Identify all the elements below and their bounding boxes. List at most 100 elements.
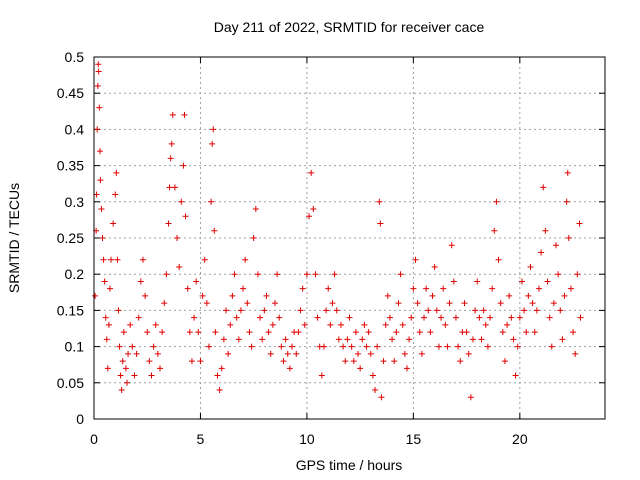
data-point — [564, 169, 571, 176]
data-point — [576, 220, 583, 227]
data-point — [421, 314, 428, 321]
data-point — [137, 278, 144, 285]
data-point — [380, 358, 387, 365]
data-point — [227, 321, 234, 328]
data-point — [346, 314, 353, 321]
data-point — [487, 314, 494, 321]
data-point — [278, 343, 285, 350]
data-point — [397, 271, 404, 278]
data-point — [169, 111, 176, 118]
data-point — [433, 307, 440, 314]
data-point — [493, 198, 500, 205]
data-point — [359, 336, 366, 343]
data-point — [510, 336, 517, 343]
data-point — [523, 329, 530, 336]
data-point — [229, 292, 236, 299]
data-point — [280, 358, 287, 365]
data-point — [248, 343, 255, 350]
data-point — [110, 220, 117, 227]
data-point — [467, 394, 474, 401]
data-point — [295, 329, 302, 336]
data-point — [199, 292, 206, 299]
y-tick-label: 0.2 — [65, 266, 85, 282]
data-point — [223, 307, 230, 314]
data-point — [331, 271, 338, 278]
data-point — [235, 336, 242, 343]
data-point — [186, 329, 193, 336]
data-point — [159, 329, 166, 336]
data-point — [348, 343, 355, 350]
data-point — [535, 285, 542, 292]
data-point — [374, 343, 381, 350]
data-point — [166, 184, 173, 191]
data-point — [114, 256, 121, 263]
data-point — [191, 314, 198, 321]
data-point — [119, 358, 126, 365]
data-point — [342, 358, 349, 365]
data-point — [521, 307, 528, 314]
data-point — [367, 350, 374, 357]
data-point — [225, 350, 232, 357]
data-point — [131, 372, 138, 379]
data-point — [455, 343, 462, 350]
data-point — [212, 329, 219, 336]
data-point — [572, 350, 579, 357]
data-point — [369, 372, 376, 379]
data-point — [120, 329, 127, 336]
data-point — [163, 271, 170, 278]
data-point — [450, 278, 457, 285]
data-point — [329, 300, 336, 307]
data-point — [335, 336, 342, 343]
data-point — [211, 227, 218, 234]
y-tick-label: 0.4 — [65, 121, 85, 137]
data-point — [480, 307, 487, 314]
data-point — [377, 220, 384, 227]
data-point — [97, 177, 104, 184]
data-point — [103, 336, 110, 343]
data-point — [448, 242, 455, 249]
data-point — [139, 256, 146, 263]
data-point — [361, 321, 368, 328]
data-point — [293, 350, 300, 357]
data-point — [563, 198, 570, 205]
data-point — [363, 343, 370, 350]
data-point — [561, 292, 568, 299]
data-point — [382, 321, 389, 328]
data-point — [393, 329, 400, 336]
data-point — [465, 350, 472, 357]
data-point — [320, 343, 327, 350]
data-point — [303, 271, 310, 278]
data-point — [495, 256, 502, 263]
data-point — [301, 321, 308, 328]
data-point — [555, 271, 562, 278]
data-point — [161, 300, 168, 307]
data-point — [216, 387, 223, 394]
data-point — [408, 314, 415, 321]
data-point — [312, 271, 319, 278]
data-point — [352, 329, 359, 336]
data-point — [427, 329, 434, 336]
data-point — [529, 300, 536, 307]
data-point — [112, 191, 119, 198]
x-tick-label: 20 — [512, 431, 528, 447]
data-point — [482, 321, 489, 328]
data-point — [154, 350, 161, 357]
data-point — [372, 387, 379, 394]
data-point — [516, 314, 523, 321]
data-point — [512, 372, 519, 379]
data-point — [94, 82, 101, 89]
data-point — [135, 314, 142, 321]
data-point — [518, 278, 525, 285]
data-point — [546, 314, 553, 321]
data-point — [501, 358, 508, 365]
y-tick-label: 0.05 — [57, 375, 84, 391]
data-point — [478, 336, 485, 343]
data-point — [157, 365, 164, 372]
data-point — [174, 235, 181, 241]
data-point — [461, 300, 468, 307]
data-point — [435, 343, 442, 350]
data-point — [274, 271, 281, 278]
data-point — [574, 271, 581, 278]
x-axis-label: GPS time / hours — [296, 457, 403, 473]
